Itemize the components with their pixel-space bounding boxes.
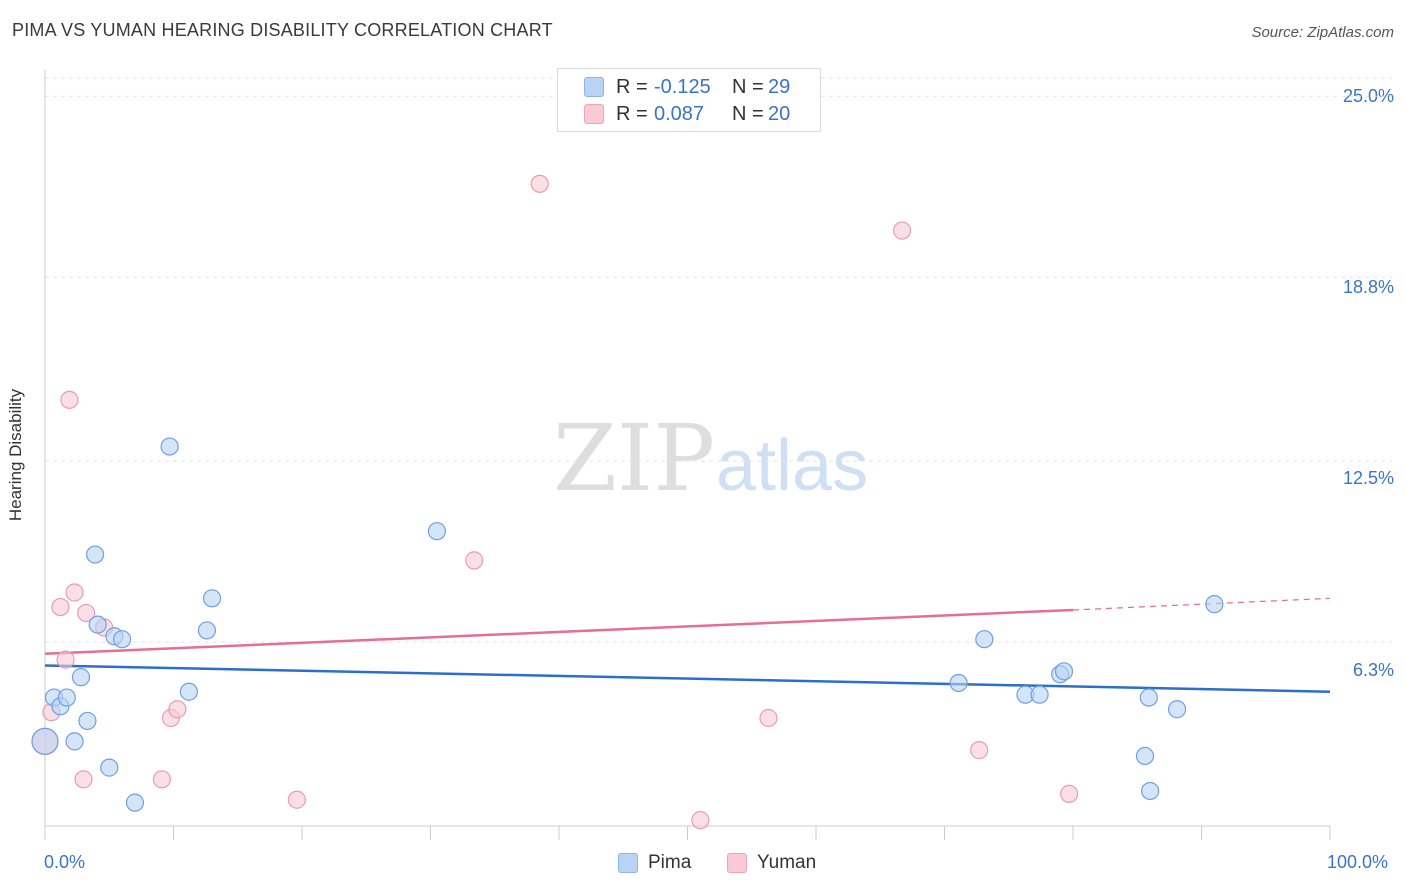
yuman-r-value: 0.087 — [654, 102, 705, 125]
y-tick-label: 6.3% — [1352, 660, 1394, 680]
yuman-point — [74, 770, 93, 789]
watermark: ZIP atlas — [553, 405, 868, 512]
correlation-legend: R = -0.125 N = 29 R = 0.087 N = 20 — [557, 68, 821, 132]
yuman-point — [530, 174, 549, 193]
pima-point — [78, 711, 97, 731]
watermark-atlas: atlas — [716, 426, 868, 506]
pima-point — [1167, 700, 1187, 719]
yuman-point — [892, 221, 912, 240]
watermark-zip: ZIP — [553, 405, 715, 512]
yuman-n-value: 20 — [768, 102, 791, 125]
pima-point — [949, 673, 968, 693]
yuman-point — [691, 811, 710, 830]
pima-trend-line — [44, 664, 1331, 693]
yuman-point — [1060, 784, 1079, 803]
pima-point — [112, 630, 132, 649]
pima-point — [86, 545, 105, 564]
legend-item-yuman: Yuman — [727, 852, 816, 874]
pima-point — [1205, 595, 1224, 614]
pima-point — [100, 758, 119, 777]
pima-point — [1140, 781, 1160, 801]
pima-point — [65, 732, 84, 751]
yuman-point — [51, 597, 70, 617]
legend-item-pima: Pima — [618, 852, 691, 874]
pima-point — [125, 793, 145, 812]
pima-point — [975, 630, 994, 649]
x-tick-label: 0.0% — [44, 852, 86, 872]
n-label: N = — [732, 102, 764, 125]
chart-title: PIMA VS YUMAN HEARING DISABILITY CORRELA… — [12, 20, 553, 40]
yuman-point — [60, 390, 79, 409]
pima-point — [1139, 688, 1158, 707]
r-label: R = — [616, 102, 648, 125]
yuman-legend-label: Yuman — [757, 852, 817, 873]
yuman-trend-line — [44, 608, 1074, 656]
pima-point — [197, 621, 217, 640]
r-label: R = — [616, 75, 648, 98]
yuman-point — [168, 700, 187, 719]
legend-row-yuman: R = 0.087 N = 20 — [584, 102, 790, 126]
pima-swatch — [584, 77, 604, 97]
pima-r-value: -0.125 — [654, 75, 711, 98]
yuman-point — [65, 583, 84, 602]
legend-row-pima: R = -0.125 N = 29 — [584, 75, 790, 99]
yuman-legend-swatch — [727, 853, 747, 873]
pima-point — [179, 682, 199, 701]
yuman-swatch — [584, 104, 604, 124]
source-label: Source: ZipAtlas.com — [1251, 24, 1394, 41]
pima-point — [160, 437, 179, 456]
yuman-point — [970, 741, 989, 760]
pima-point — [427, 522, 447, 541]
y-tick-label: 12.5% — [1342, 468, 1394, 488]
pima-point — [202, 589, 222, 608]
yuman-point — [77, 603, 96, 623]
y-tick-label: 18.8% — [1342, 277, 1394, 297]
yuman-point — [56, 650, 75, 669]
pima-point — [1135, 746, 1155, 766]
yuman-point — [287, 790, 306, 809]
pima-point — [1054, 662, 1074, 681]
pima-point — [1030, 685, 1049, 704]
pima-legend-swatch — [618, 853, 638, 873]
pima-point — [57, 688, 76, 707]
yuman-point — [465, 551, 484, 570]
pima-point — [71, 668, 91, 687]
pima-point — [88, 615, 107, 634]
x-tick-label: 100.0% — [1327, 852, 1389, 872]
pima-point — [31, 727, 59, 755]
yuman-point — [152, 770, 172, 789]
yuman-trend-extension — [1072, 597, 1331, 611]
pima-n-value: 29 — [768, 75, 791, 98]
yuman-point — [759, 708, 778, 728]
pima-legend-label: Pima — [648, 852, 692, 873]
n-label: N = — [732, 75, 764, 98]
